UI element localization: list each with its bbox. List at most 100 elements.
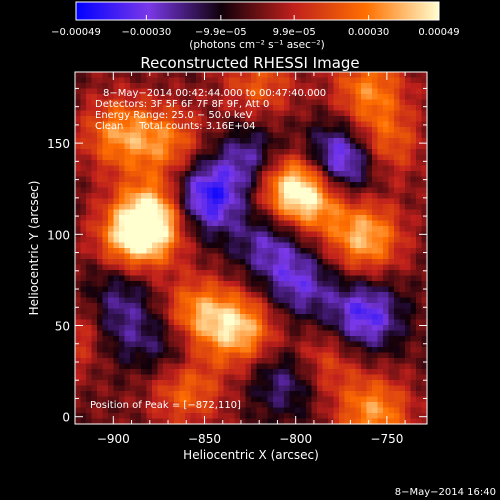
annotation-peak: Position of Peak = [−872,110] <box>90 400 241 411</box>
heatmap-cell <box>339 226 346 233</box>
heatmap-cell <box>289 127 296 134</box>
heatmap-cell <box>174 347 181 354</box>
heatmap-cell <box>135 308 142 315</box>
heatmap-cell <box>262 198 269 205</box>
heatmap-cell <box>201 347 208 354</box>
heatmap-cell <box>322 105 329 112</box>
heatmap-cell <box>284 143 291 150</box>
heatmap-cell <box>185 347 192 354</box>
heatmap-cell <box>284 231 291 238</box>
heatmap-cell <box>196 418 203 425</box>
heatmap-cell <box>317 198 324 205</box>
heatmap-cell <box>212 143 219 150</box>
heatmap-cell <box>174 220 181 227</box>
heatmap-cell <box>119 270 126 277</box>
heatmap-cell <box>157 198 164 205</box>
heatmap-cell <box>366 380 373 387</box>
heatmap-cell <box>306 220 313 227</box>
heatmap-cell <box>157 231 164 238</box>
heatmap-cell <box>267 187 274 194</box>
heatmap-cell <box>394 143 401 150</box>
heatmap-cell <box>306 83 313 90</box>
heatmap-cell <box>97 204 104 211</box>
heatmap-cell <box>333 105 340 112</box>
heatmap-cell <box>372 182 379 189</box>
heatmap-cell <box>421 352 428 359</box>
heatmap-cell <box>306 270 313 277</box>
heatmap-cell <box>245 231 252 238</box>
heatmap-cell <box>251 297 258 304</box>
heatmap-cell <box>196 198 203 205</box>
heatmap-cell <box>141 259 148 266</box>
heatmap-cell <box>135 187 142 194</box>
heatmap-cell <box>179 308 186 315</box>
heatmap-cell <box>388 72 395 79</box>
heatmap-cell <box>168 336 175 343</box>
heatmap-cell <box>278 116 285 123</box>
heatmap-cell <box>355 248 362 255</box>
heatmap-cell <box>108 187 115 194</box>
heatmap-cell <box>80 297 87 304</box>
heatmap-cell <box>289 143 296 150</box>
heatmap-cell <box>141 281 148 288</box>
heatmap-cell <box>75 314 82 321</box>
heatmap-cell <box>240 116 247 123</box>
heatmap-cell <box>306 176 313 183</box>
heatmap-cell <box>207 407 214 414</box>
heatmap-cell <box>212 413 219 420</box>
heatmap-cell <box>328 325 335 332</box>
heatmap-cell <box>410 319 417 326</box>
heatmap-cell <box>240 336 247 343</box>
heatmap-cell <box>256 314 263 321</box>
heatmap-cell <box>394 116 401 123</box>
heatmap-cell <box>306 231 313 238</box>
heatmap-cell <box>328 121 335 128</box>
heatmap-cell <box>377 314 384 321</box>
heatmap-cell <box>295 143 302 150</box>
heatmap-cell <box>355 72 362 79</box>
heatmap-cell <box>124 149 131 156</box>
heatmap-cell <box>113 242 120 249</box>
heatmap-cell <box>333 110 340 117</box>
heatmap-cell <box>113 149 120 156</box>
heatmap-cell <box>97 303 104 310</box>
heatmap-cell <box>284 413 291 420</box>
heatmap-cell <box>240 286 247 293</box>
heatmap-cell <box>130 94 137 101</box>
heatmap-cell <box>130 110 137 117</box>
heatmap-cell <box>196 319 203 326</box>
heatmap-cell <box>124 330 131 337</box>
heatmap-cell <box>388 264 395 271</box>
heatmap-cell <box>306 380 313 387</box>
heatmap-cell <box>295 231 302 238</box>
heatmap-cell <box>141 325 148 332</box>
heatmap-cell <box>108 149 115 156</box>
heatmap-cell <box>350 215 357 222</box>
heatmap-cell <box>240 270 247 277</box>
heatmap-cell <box>240 402 247 409</box>
heatmap-cell <box>399 143 406 150</box>
heatmap-cell <box>102 198 109 205</box>
heatmap-cell <box>267 72 274 79</box>
heatmap-cell <box>86 297 93 304</box>
heatmap-cell <box>201 297 208 304</box>
heatmap-cell <box>113 341 120 348</box>
heatmap-cell <box>190 231 197 238</box>
heatmap-cell <box>168 143 175 150</box>
heatmap-cell <box>190 264 197 271</box>
heatmap-cell <box>372 132 379 139</box>
heatmap-cell <box>394 330 401 337</box>
heatmap-cell <box>223 204 230 211</box>
heatmap-cell <box>157 248 164 255</box>
heatmap-cell <box>251 319 258 326</box>
heatmap-cell <box>256 83 263 90</box>
heatmap-cell <box>102 369 109 376</box>
heatmap-cell <box>130 176 137 183</box>
heatmap-cell <box>240 215 247 222</box>
heatmap-cell <box>152 253 159 260</box>
heatmap-cell <box>262 308 269 315</box>
heatmap-cell <box>311 132 318 139</box>
heatmap-cell <box>207 77 214 84</box>
heatmap-cell <box>119 138 126 145</box>
heatmap-cell <box>256 363 263 370</box>
